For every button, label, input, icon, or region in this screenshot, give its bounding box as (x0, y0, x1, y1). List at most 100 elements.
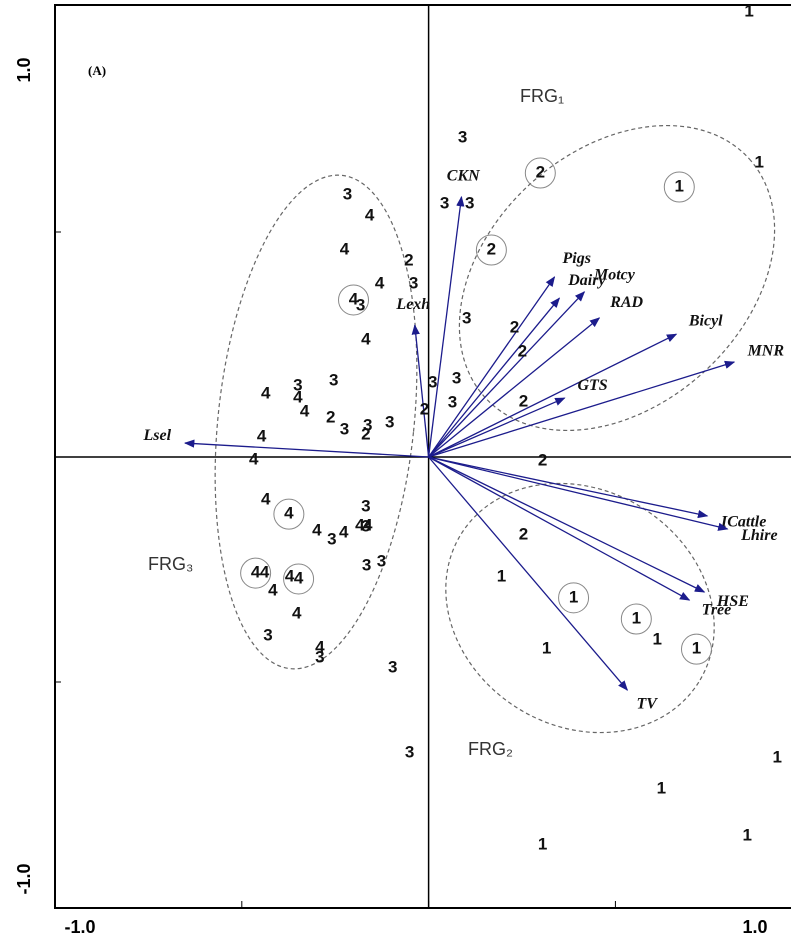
point: 4 (355, 515, 365, 534)
point: 2 (519, 524, 528, 543)
arrow-label: Lhire (740, 527, 777, 544)
point: 2 (536, 163, 545, 182)
point: 1 (675, 176, 684, 195)
point: 3 (356, 295, 365, 314)
point: 4 (260, 563, 270, 582)
loading-arrow (428, 276, 556, 458)
point-highlight (283, 563, 315, 595)
arrow-label: Motcy (593, 266, 636, 283)
point: 1 (538, 834, 547, 853)
point: 3 (428, 373, 437, 392)
point-highlight (558, 582, 590, 614)
point: 3 (405, 743, 414, 762)
point-highlight (273, 498, 305, 530)
point: 3 (452, 369, 461, 388)
point: 4 (293, 388, 303, 407)
point: 3 (327, 529, 336, 548)
point: 1 (632, 608, 641, 627)
point-highlight (680, 633, 712, 665)
point: 4 (363, 515, 373, 534)
loading-arrow (428, 456, 629, 691)
point: 4 (361, 329, 371, 348)
point: 2 (510, 317, 519, 336)
arrow-label: HSE (716, 593, 749, 610)
point: 4 (340, 239, 350, 258)
loading-arrow (428, 317, 601, 458)
point: 4 (365, 205, 375, 224)
loading-arrow (428, 456, 709, 519)
point: 1 (743, 825, 752, 844)
point-highlight (524, 157, 556, 189)
point: 1 (657, 779, 666, 798)
group-ellipse (214, 174, 418, 670)
loading-arrow (427, 195, 465, 458)
point: 3 (340, 419, 349, 438)
point: 1 (542, 639, 551, 658)
point: 1 (497, 567, 506, 586)
point: 3 (361, 496, 370, 515)
point: 3 (293, 375, 302, 394)
point: 4 (315, 637, 325, 656)
point: 3 (458, 127, 467, 146)
arrow-label: RAD (609, 294, 643, 311)
point: 4 (312, 520, 322, 539)
point: 2 (487, 239, 496, 258)
y-tick-label: -1.0 (14, 863, 34, 894)
point: 4 (257, 427, 267, 446)
point-highlight (620, 603, 652, 635)
point: 4 (285, 567, 295, 586)
point: 1 (569, 587, 578, 606)
point: 3 (385, 412, 394, 431)
point: 4 (268, 581, 278, 600)
group-ellipse (445, 482, 715, 734)
point: 3 (440, 194, 449, 213)
loading-arrow (428, 333, 678, 458)
point: 4 (339, 523, 349, 542)
arrow-label: Pigs (562, 250, 591, 267)
y-tick-label: 1.0 (14, 57, 34, 82)
point: 1 (653, 630, 662, 649)
point: 2 (519, 392, 528, 411)
loading-arrow (428, 397, 566, 458)
arrow-label: Tree (702, 602, 732, 619)
point: 2 (420, 400, 429, 419)
point: 3 (315, 648, 324, 667)
point: 4 (300, 401, 310, 420)
point: 4 (261, 490, 271, 509)
arrow-label: MNR (747, 343, 785, 360)
point: 3 (462, 308, 471, 327)
x-tick-label: -1.0 (64, 917, 95, 937)
point: 4 (292, 604, 302, 623)
point: 4 (284, 504, 294, 523)
x-tick-label: 1.0 (742, 917, 767, 937)
point-highlight (240, 557, 272, 589)
point: 4 (261, 383, 271, 402)
point: 3 (377, 551, 386, 570)
point: 1 (755, 153, 764, 172)
point: 2 (326, 407, 335, 426)
point-highlight (475, 234, 507, 266)
point: 3 (329, 370, 338, 389)
loading-arrow (428, 456, 691, 601)
point: 4 (251, 563, 261, 582)
arrow-label: CKN (447, 168, 481, 185)
point-highlight (663, 171, 695, 203)
point: 1 (744, 1, 753, 20)
point: 3 (361, 517, 370, 536)
loading-arrow (183, 439, 429, 458)
arrow-label: ICattle (720, 514, 766, 531)
point: 3 (465, 194, 474, 213)
point: 2 (361, 424, 370, 443)
loading-arrow (428, 360, 736, 458)
loading-arrow (428, 456, 729, 531)
point: 2 (404, 250, 413, 269)
group-label: FRG₁ (520, 86, 564, 106)
point: 2 (538, 451, 547, 470)
point: 3 (409, 274, 418, 293)
point: 4 (375, 274, 385, 293)
arrow-label: Bicyl (688, 313, 723, 330)
point: 3 (448, 392, 457, 411)
point: 3 (263, 626, 272, 645)
arrow-label: GTS (577, 377, 607, 394)
